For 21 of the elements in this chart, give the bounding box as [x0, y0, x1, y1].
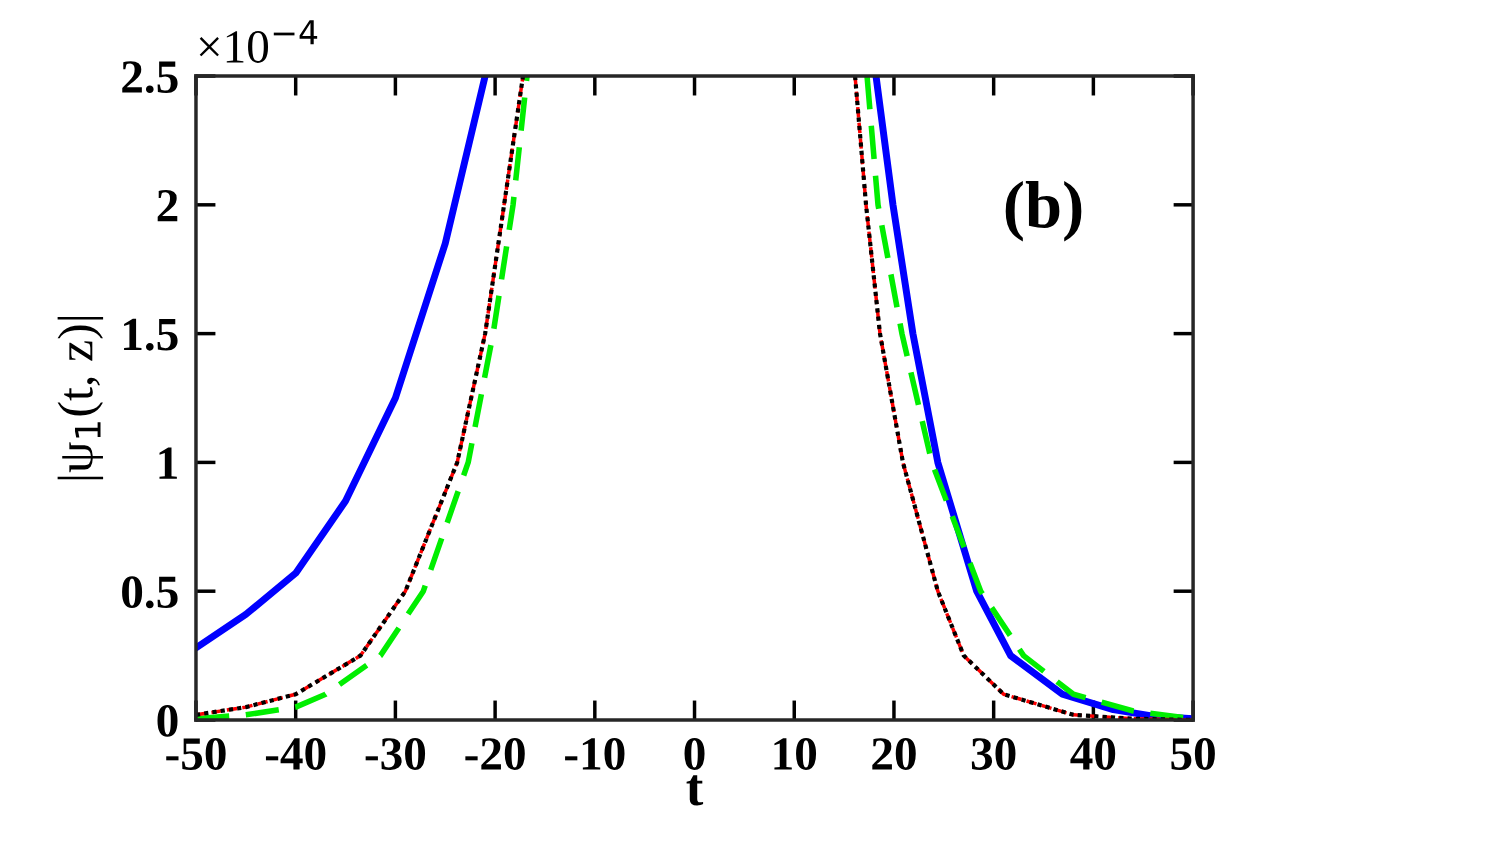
x-tick-label: 0	[684, 738, 705, 770]
x-tick-label: 50	[1171, 738, 1215, 770]
x-tick-label: -30	[365, 738, 426, 770]
x-axis-title: t	[686, 775, 704, 806]
x-tick-label: 40	[1070, 738, 1116, 770]
annotation: (b)	[1005, 181, 1082, 242]
x-tick-label: -50	[166, 738, 226, 770]
x-tick-label: -20	[465, 738, 525, 770]
x-tick-label: 10	[774, 738, 817, 770]
y-tick-label: 2.5	[122, 61, 178, 94]
x-tick-label: 20	[872, 738, 916, 770]
text: ×10$^{−4}$	[199, 20, 318, 63]
y-tick-label: 1.5	[124, 318, 178, 351]
y-axis-title: |ψ$_{1}$(t, z)|	[57, 316, 104, 480]
y-tick-label: 2	[157, 189, 178, 222]
x-tick-label: 30	[971, 738, 1016, 770]
y-tick-label: 1	[159, 447, 177, 479]
y-tick-label: 0.5	[122, 576, 178, 609]
x-tick-label: -10	[565, 738, 625, 770]
x-tick-label: -40	[265, 738, 326, 770]
y-tick-label: 0	[157, 704, 178, 737]
